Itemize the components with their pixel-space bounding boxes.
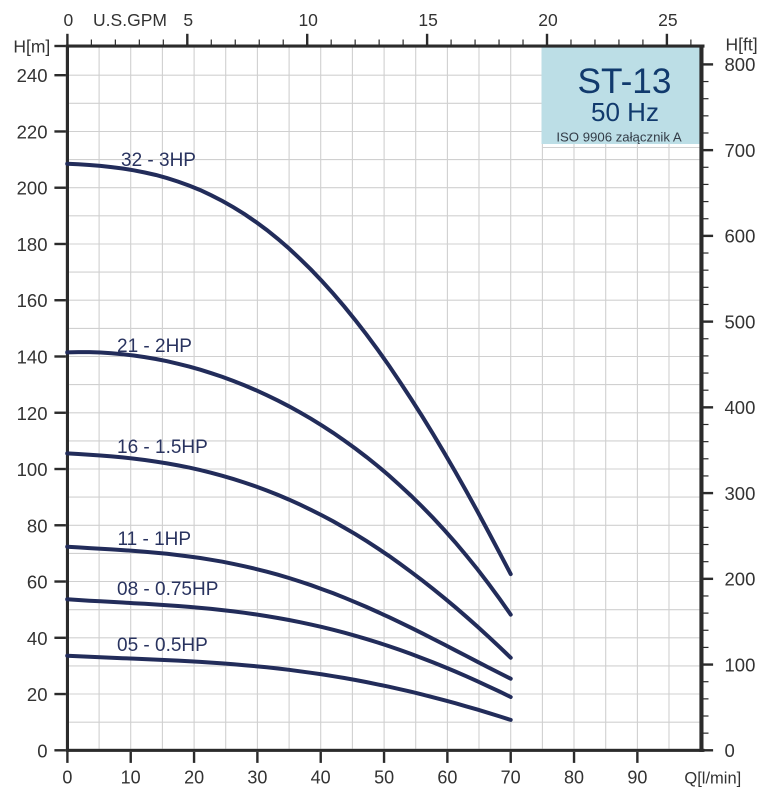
svg-text:120: 120 — [17, 403, 48, 424]
svg-text:70: 70 — [501, 768, 521, 788]
svg-text:32 - 3HP: 32 - 3HP — [121, 150, 196, 171]
svg-text:0: 0 — [37, 740, 47, 761]
svg-text:400: 400 — [725, 397, 756, 418]
svg-text:180: 180 — [17, 234, 48, 255]
svg-text:80: 80 — [564, 768, 584, 788]
svg-text:20: 20 — [27, 684, 48, 705]
svg-text:800: 800 — [725, 54, 756, 75]
svg-text:40: 40 — [27, 628, 48, 649]
svg-text:40: 40 — [311, 768, 331, 788]
svg-text:Q[l/min]: Q[l/min] — [684, 770, 741, 788]
svg-text:50 Hz: 50 Hz — [591, 97, 659, 127]
svg-text:90: 90 — [627, 768, 647, 788]
svg-text:U.S.GPM: U.S.GPM — [93, 10, 167, 30]
svg-text:700: 700 — [725, 140, 756, 161]
svg-text:160: 160 — [17, 290, 48, 311]
svg-text:5: 5 — [183, 10, 193, 30]
svg-text:08 - 0.75HP: 08 - 0.75HP — [117, 579, 218, 600]
svg-text:ST-13: ST-13 — [578, 62, 672, 101]
svg-text:10: 10 — [298, 10, 318, 30]
svg-text:100: 100 — [17, 459, 48, 480]
svg-text:200: 200 — [725, 569, 756, 590]
svg-text:05 - 0.5HP: 05 - 0.5HP — [117, 635, 208, 656]
svg-text:ISO 9906 załącznik A: ISO 9906 załącznik A — [556, 130, 682, 145]
svg-text:220: 220 — [17, 122, 48, 143]
svg-text:10: 10 — [121, 768, 141, 788]
svg-text:H[m]: H[m] — [13, 36, 50, 56]
svg-text:16 - 1.5HP: 16 - 1.5HP — [117, 437, 208, 458]
svg-text:H[ft]: H[ft] — [726, 34, 758, 54]
svg-text:0: 0 — [725, 740, 735, 761]
svg-text:30: 30 — [247, 768, 267, 788]
svg-text:21 - 2HP: 21 - 2HP — [117, 336, 192, 357]
svg-text:100: 100 — [725, 654, 756, 675]
svg-text:80: 80 — [27, 515, 48, 536]
svg-text:140: 140 — [17, 347, 48, 368]
svg-text:0: 0 — [64, 10, 74, 30]
svg-text:500: 500 — [725, 311, 756, 332]
svg-text:240: 240 — [17, 65, 48, 86]
svg-text:60: 60 — [27, 572, 48, 593]
svg-text:600: 600 — [725, 226, 756, 247]
svg-text:25: 25 — [658, 10, 677, 30]
svg-text:11 - 1HP: 11 - 1HP — [118, 529, 192, 550]
svg-text:60: 60 — [437, 768, 457, 788]
svg-text:20: 20 — [538, 10, 558, 30]
svg-text:200: 200 — [17, 178, 48, 199]
svg-text:0: 0 — [62, 768, 72, 788]
svg-text:15: 15 — [418, 10, 437, 30]
svg-text:300: 300 — [725, 483, 756, 504]
svg-text:50: 50 — [374, 768, 394, 788]
svg-text:20: 20 — [184, 768, 204, 788]
